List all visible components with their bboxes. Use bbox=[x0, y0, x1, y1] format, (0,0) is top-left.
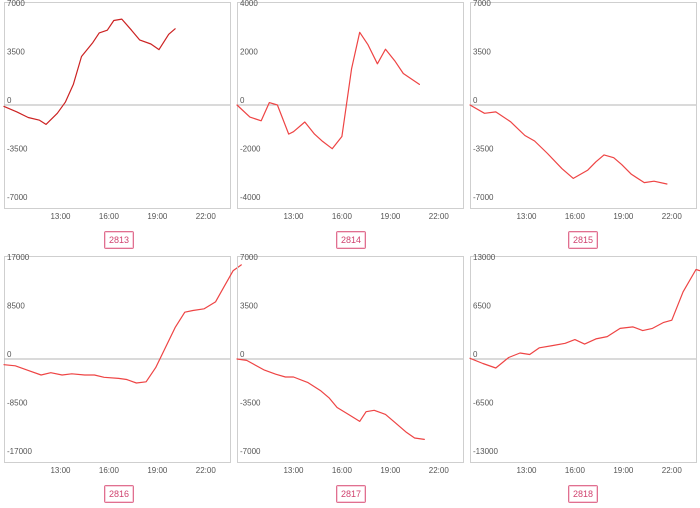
x-tick-label: 19:00 bbox=[147, 212, 168, 221]
y-tick-label: 0 bbox=[7, 96, 12, 105]
line-chart-2813: 7000 3500 0 -3500 -7000 13:00 16:00 19:00 22:00 bbox=[3, 0, 231, 221]
chart-id-badge[interactable]: 2815 bbox=[568, 231, 599, 249]
chart-id-badge[interactable]: 2813 bbox=[104, 231, 135, 249]
x-tick-label: 19:00 bbox=[613, 466, 634, 475]
chart-panel-2814: 4000 2000 0 -2000 -4000 13:00 16:00 19:00 22:00 2… bbox=[236, 0, 464, 249]
chart-panel-2815: 7000 3500 0 -3500 -7000 13:00 16:00 19:00 22:00 2… bbox=[469, 0, 697, 249]
chart-id-badge[interactable]: 2818 bbox=[568, 485, 599, 503]
line-chart-2814: 4000 2000 0 -2000 -4000 13:00 16:00 19:00 22:00 bbox=[236, 0, 464, 221]
x-tick-label: 22:00 bbox=[196, 212, 217, 221]
chart-id-badge[interactable]: 2817 bbox=[336, 485, 367, 503]
x-tick-label: 19:00 bbox=[613, 212, 634, 221]
x-tick-label: 22:00 bbox=[196, 466, 217, 475]
y-tick-label: -13000 bbox=[473, 447, 498, 456]
x-tick-label: 13:00 bbox=[50, 212, 71, 221]
chart-panel-2813: 7000 3500 0 -3500 -7000 13:00 16:00 19:00 22:00 2… bbox=[3, 0, 231, 249]
chart-panel-2818: 13000 6500 0 -6500 -13000 13:00 16:00 19:00 22:0… bbox=[469, 253, 700, 503]
y-tick-label: 13000 bbox=[473, 253, 496, 262]
chart-id-badge[interactable]: 2814 bbox=[336, 231, 367, 249]
y-tick-label: 0 bbox=[473, 350, 478, 359]
y-tick-label: 7000 bbox=[7, 0, 25, 8]
y-tick-label: 7000 bbox=[473, 0, 491, 8]
x-tick-label: 22:00 bbox=[429, 212, 450, 221]
x-tick-label: 16:00 bbox=[565, 466, 586, 475]
series-line bbox=[3, 18, 176, 125]
y-tick-label: -7000 bbox=[473, 193, 494, 202]
x-tick-label: 19:00 bbox=[147, 466, 168, 475]
x-tick-label: 16:00 bbox=[99, 212, 120, 221]
x-tick-label: 16:00 bbox=[332, 212, 353, 221]
chart-panel-2816: 17000 8500 0 -8500 -17000 13:00 16:00 19:00 22:0… bbox=[3, 253, 242, 503]
x-tick-label: 16:00 bbox=[99, 466, 120, 475]
y-tick-label: 7000 bbox=[240, 253, 258, 262]
x-tick-label: 16:00 bbox=[332, 466, 353, 475]
y-tick-label: -3500 bbox=[473, 145, 494, 154]
y-tick-label: 0 bbox=[473, 96, 478, 105]
y-tick-label: 4000 bbox=[240, 0, 258, 8]
y-tick-label: 0 bbox=[240, 96, 245, 105]
x-tick-label: 22:00 bbox=[662, 466, 683, 475]
series-line bbox=[469, 104, 668, 185]
x-tick-label: 13:00 bbox=[283, 466, 304, 475]
x-tick-label: 22:00 bbox=[429, 466, 450, 475]
x-tick-label: 13:00 bbox=[283, 212, 304, 221]
y-tick-label: -8500 bbox=[7, 399, 28, 408]
series-line bbox=[469, 268, 700, 369]
line-chart-2815: 7000 3500 0 -3500 -7000 13:00 16:00 19:00 22:00 bbox=[469, 0, 697, 221]
y-tick-label: -7000 bbox=[240, 447, 261, 456]
x-tick-label: 13:00 bbox=[516, 466, 537, 475]
chart-id-badge[interactable]: 2816 bbox=[104, 485, 135, 503]
line-chart-2818: 13000 6500 0 -6500 -13000 13:00 16:00 19:00 22:0… bbox=[469, 253, 700, 475]
y-tick-label: 17000 bbox=[7, 253, 30, 262]
y-tick-label: -3500 bbox=[7, 145, 28, 154]
y-tick-label: 3500 bbox=[240, 302, 258, 311]
y-tick-label: 2000 bbox=[240, 48, 258, 57]
x-tick-label: 19:00 bbox=[380, 212, 401, 221]
y-tick-label: -6500 bbox=[473, 399, 494, 408]
x-tick-label: 19:00 bbox=[380, 466, 401, 475]
line-chart-2816: 17000 8500 0 -8500 -17000 13:00 16:00 19:00 22:0… bbox=[3, 253, 242, 475]
y-tick-label: -17000 bbox=[7, 447, 32, 456]
series-line bbox=[236, 358, 425, 440]
y-tick-label: 8500 bbox=[7, 302, 25, 311]
y-tick-label: -4000 bbox=[240, 193, 261, 202]
y-tick-label: 0 bbox=[240, 350, 245, 359]
y-tick-label: -2000 bbox=[240, 145, 261, 154]
y-tick-label: 0 bbox=[7, 350, 12, 359]
x-tick-label: 13:00 bbox=[516, 212, 537, 221]
y-tick-label: 3500 bbox=[7, 48, 25, 57]
y-tick-label: 6500 bbox=[473, 302, 491, 311]
y-tick-label: -7000 bbox=[7, 193, 28, 202]
line-chart-2817: 7000 3500 0 -3500 -7000 13:00 16:00 19:00 22:00 bbox=[236, 253, 464, 475]
series-line bbox=[236, 31, 420, 150]
y-tick-label: -3500 bbox=[240, 399, 261, 408]
x-tick-label: 22:00 bbox=[662, 212, 683, 221]
series-line bbox=[3, 264, 242, 384]
y-tick-label: 3500 bbox=[473, 48, 491, 57]
x-tick-label: 16:00 bbox=[565, 212, 586, 221]
x-tick-label: 13:00 bbox=[50, 466, 71, 475]
chart-panel-2817: 7000 3500 0 -3500 -7000 13:00 16:00 19:00 22:00 2… bbox=[236, 253, 464, 503]
